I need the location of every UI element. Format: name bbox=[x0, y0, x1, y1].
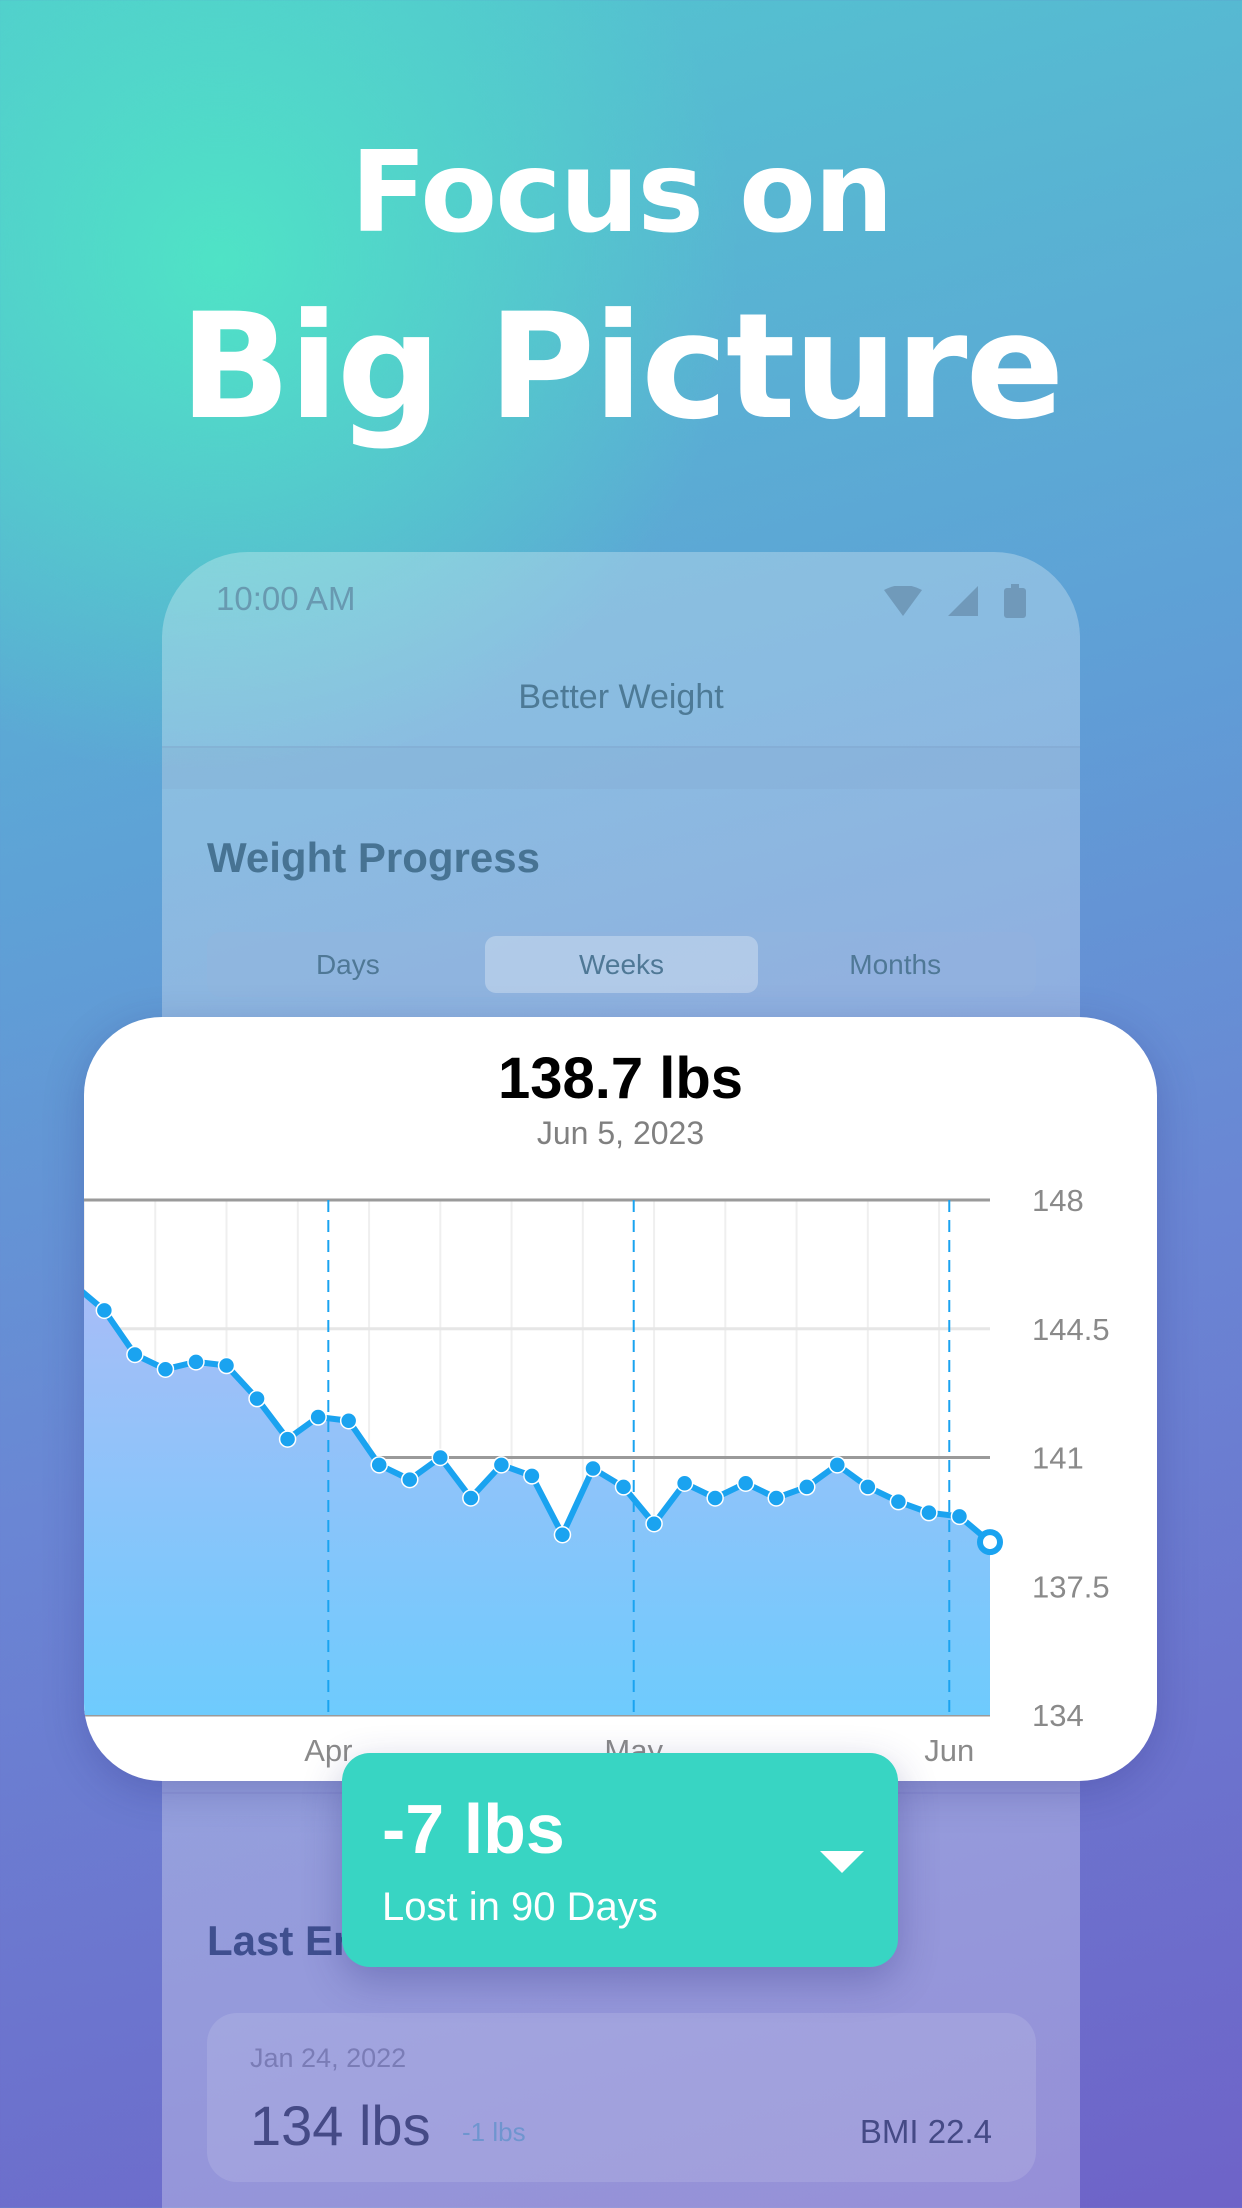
data-point bbox=[156, 1360, 175, 1378]
y-tick-label: 134 bbox=[1032, 1698, 1084, 1733]
selected-date: Jun 5, 2023 bbox=[536, 1115, 705, 1151]
y-tick-label: 144.5 bbox=[1032, 1312, 1110, 1347]
data-point bbox=[920, 1503, 938, 1522]
app-title: Better Weight bbox=[518, 678, 724, 716]
dropdown-triangle-icon[interactable] bbox=[820, 1851, 864, 1873]
y-tick-label: 148 bbox=[1032, 1183, 1084, 1218]
data-point bbox=[859, 1478, 877, 1496]
data-point bbox=[675, 1474, 694, 1492]
data-point bbox=[523, 1467, 541, 1485]
data-point bbox=[278, 1430, 297, 1448]
data-point bbox=[248, 1389, 266, 1408]
header-divider bbox=[162, 746, 1080, 789]
headline-line1: Focus on bbox=[350, 128, 893, 258]
data-point bbox=[614, 1478, 633, 1496]
period-segmented-control: Days Weeks Months bbox=[207, 932, 1036, 997]
status-time: 10:00 AM bbox=[216, 580, 356, 617]
status-bar: 10:00 AM bbox=[216, 580, 1026, 624]
weight-change: -7 lbs bbox=[382, 1790, 565, 1868]
tab-days[interactable]: Days bbox=[315, 949, 380, 980]
tab-weeks[interactable]: Weeks bbox=[484, 936, 759, 993]
entry-date: Jan 24, 2022 bbox=[250, 2043, 407, 2073]
entry-card[interactable]: Jan 24, 2022 134 lbs -1 lbs BMI 22.4 bbox=[207, 2013, 1036, 2182]
data-point bbox=[462, 1489, 480, 1507]
data-point bbox=[950, 1507, 969, 1526]
y-tick-label: 137.5 bbox=[1032, 1569, 1110, 1604]
x-tick-label: Apr bbox=[304, 1733, 352, 1768]
data-point bbox=[767, 1489, 785, 1507]
summary-card[interactable]: -7 lbs Lost in 90 Days bbox=[342, 1753, 898, 1967]
data-point bbox=[584, 1459, 602, 1478]
selected-weight: 138.7 lbs bbox=[497, 1046, 744, 1111]
data-point bbox=[95, 1301, 114, 1320]
data-point bbox=[401, 1470, 419, 1489]
data-point bbox=[828, 1456, 847, 1474]
entry-weight: 134 lbs bbox=[250, 2094, 431, 2157]
headline-line2: Big Picture bbox=[179, 282, 1064, 452]
selected-point bbox=[977, 1529, 1003, 1556]
data-point bbox=[370, 1456, 388, 1474]
entry-bmi: BMI 22.4 bbox=[859, 2113, 992, 2150]
data-point bbox=[706, 1489, 724, 1507]
x-tick-label: Jun bbox=[924, 1733, 974, 1768]
chart-card: 138.7 lbs Jun 5, 2023 148 144.5 141 137.5 13… bbox=[84, 1017, 1157, 1781]
section-title: Weight Progress bbox=[207, 834, 540, 881]
data-point bbox=[187, 1353, 205, 1371]
data-point bbox=[736, 1474, 755, 1492]
data-point bbox=[309, 1408, 327, 1426]
battery-icon bbox=[1004, 584, 1026, 618]
data-point bbox=[553, 1526, 572, 1544]
data-point bbox=[339, 1411, 358, 1430]
data-point bbox=[645, 1514, 663, 1533]
data-point bbox=[798, 1478, 816, 1496]
entry-change: -1 lbs bbox=[462, 2117, 526, 2147]
data-point bbox=[889, 1492, 908, 1511]
wifi-icon bbox=[884, 586, 922, 616]
tab-months[interactable]: Months bbox=[849, 949, 942, 980]
signal-icon bbox=[948, 586, 978, 616]
data-point bbox=[126, 1345, 144, 1364]
data-point bbox=[431, 1448, 450, 1467]
data-point bbox=[217, 1356, 236, 1375]
area-fill bbox=[84, 1293, 990, 1715]
change-caption: Lost in 90 Days bbox=[382, 1885, 658, 1929]
y-tick-label: 141 bbox=[1032, 1441, 1084, 1476]
data-point bbox=[492, 1456, 511, 1474]
